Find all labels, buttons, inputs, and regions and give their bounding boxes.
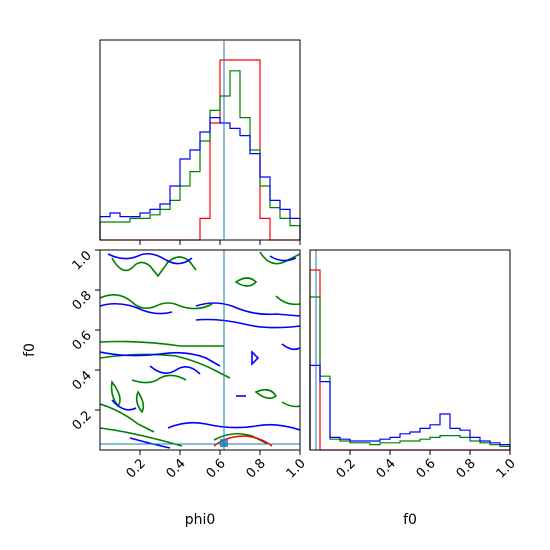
x-tick-label: 1.0 <box>284 456 309 481</box>
x-tick-label: 0.6 <box>204 456 229 481</box>
contour-green <box>100 251 300 447</box>
phi0-x-ticks: 0.2 0.4 0.6 0.8 1.0 <box>124 450 309 481</box>
f0-histogram-series <box>309 269 511 451</box>
f0-axis-label: f0 <box>403 512 417 528</box>
phi0-histogram-panel <box>99 39 301 245</box>
phi0-histogram-series <box>99 59 301 241</box>
f0-histogram-frame <box>309 249 511 451</box>
y-tick-label: 1.0 <box>70 248 95 273</box>
x-tick-label: 0.4 <box>374 456 399 481</box>
x-tick-label: 0.2 <box>334 456 359 481</box>
contour-blue <box>100 252 300 449</box>
phi0-histogram-frame <box>99 39 301 241</box>
x-tick-label: 0.2 <box>124 456 149 481</box>
f0-y-axis-label: f0 <box>22 343 38 357</box>
phi0-histogram-ticks <box>139 240 301 245</box>
x-tick-label: 0.6 <box>414 456 439 481</box>
contour-frame <box>99 249 301 451</box>
histogram-red <box>309 269 510 451</box>
f0-y-ticks: 0.2 0.4 0.6 0.8 1.0 <box>70 248 100 433</box>
y-tick-label: 0.4 <box>70 368 95 393</box>
y-tick-label: 0.6 <box>70 328 95 353</box>
f0-histogram-panel: 0.2 0.4 0.6 0.8 1.0 <box>309 249 519 481</box>
x-tick-label: 0.8 <box>244 456 269 481</box>
x-tick-label: 0.4 <box>164 456 189 481</box>
phi0-axis-label: phi0 <box>185 512 216 528</box>
histogram-blue <box>309 364 511 450</box>
phi0-f0-contour-panel: 0.2 0.4 0.6 0.8 1.0 0.2 0.4 0.6 0.8 1.0 <box>70 248 309 481</box>
histogram-blue <box>99 117 301 240</box>
histogram-green <box>309 296 511 450</box>
y-tick-label: 0.2 <box>70 408 95 433</box>
y-tick-label: 0.8 <box>70 288 95 313</box>
f0-x-ticks: 0.2 0.4 0.6 0.8 1.0 <box>334 450 519 481</box>
histogram-green <box>99 70 301 240</box>
x-tick-label: 1.0 <box>494 456 519 481</box>
x-tick-label: 0.8 <box>454 456 479 481</box>
